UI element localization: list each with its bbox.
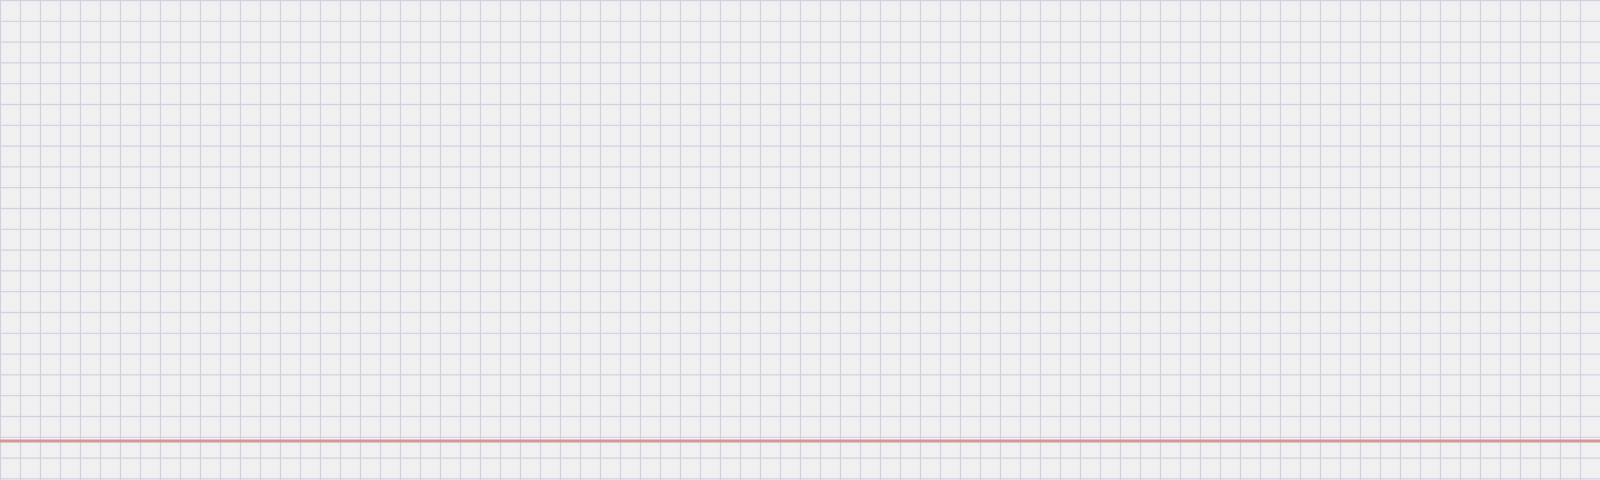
graph-paper-canvas [0, 0, 1600, 480]
graph-paper-grid [0, 0, 1600, 480]
